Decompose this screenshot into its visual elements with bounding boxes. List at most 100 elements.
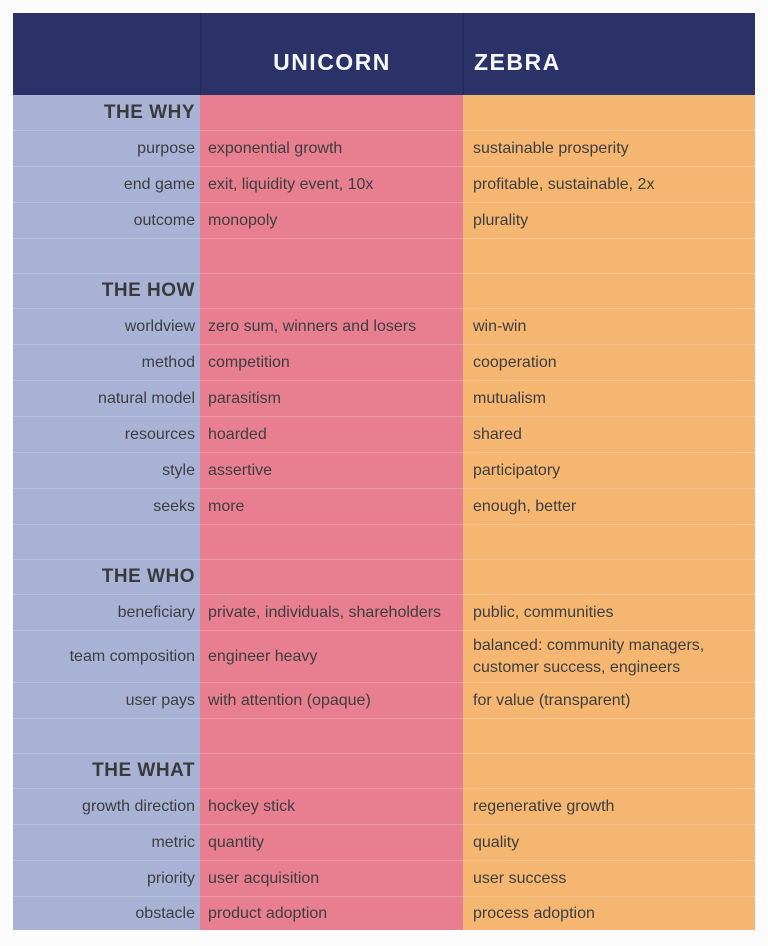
section-row-how: THE HOW [13, 273, 755, 308]
unicorn-value: user acquisition [200, 860, 463, 896]
unicorn-value: competition [200, 344, 463, 380]
table-row: purpose exponential growth sustainable p… [13, 130, 755, 166]
spacer-cell [13, 718, 200, 753]
zebra-value: shared [463, 416, 755, 452]
table-row: style assertive participatory [13, 452, 755, 488]
unicorn-value: hockey stick [200, 788, 463, 824]
section-title-text: THE WHAT [92, 760, 195, 781]
zebra-value: quality [463, 824, 755, 860]
row-label: worldview [13, 308, 200, 344]
zebra-value: enough, better [463, 488, 755, 524]
zebra-cell-empty [463, 273, 755, 308]
table-row: growth direction hockey stick regenerati… [13, 788, 755, 824]
spacer-cell [463, 524, 755, 559]
row-label: growth direction [13, 788, 200, 824]
zebra-value: for value (transparent) [463, 682, 755, 718]
unicorn-value: quantity [200, 824, 463, 860]
table-row: method competition cooperation [13, 344, 755, 380]
unicorn-value: parasitism [200, 380, 463, 416]
row-label: beneficiary [13, 594, 200, 630]
row-label: team composition [13, 630, 200, 682]
zebra-value: sustainable prosperity [463, 130, 755, 166]
comparison-table: UNICORN ZEBRA THE WHY purpose exponentia… [13, 13, 755, 930]
spacer-row [13, 524, 755, 559]
section-row-who: THE WHO [13, 559, 755, 594]
spacer-row [13, 238, 755, 273]
table-row: obstacle product adoption process adopti… [13, 896, 755, 930]
spacer-cell [200, 524, 463, 559]
zebra-column-header: ZEBRA [463, 13, 755, 95]
section-title-text: THE WHO [101, 566, 195, 587]
zebra-value: win-win [463, 308, 755, 344]
table-row: user pays with attention (opaque) for va… [13, 682, 755, 718]
section-title: THE WHAT [13, 753, 200, 788]
unicorn-column-header: UNICORN [200, 13, 463, 95]
unicorn-value: product adoption [200, 896, 463, 930]
row-label: priority [13, 860, 200, 896]
zebra-value: mutualism [463, 380, 755, 416]
zebra-value: cooperation [463, 344, 755, 380]
unicorn-value: hoarded [200, 416, 463, 452]
unicorn-value: with attention (opaque) [200, 682, 463, 718]
section-title-text: THE HOW [101, 280, 195, 301]
spacer-cell [463, 718, 755, 753]
row-label: end game [13, 166, 200, 202]
row-label: method [13, 344, 200, 380]
header-label-spacer [13, 13, 200, 95]
table-row: team composition engineer heavy balanced… [13, 630, 755, 682]
unicorn-cell-empty [200, 753, 463, 788]
table-row: beneficiary private, individuals, shareh… [13, 594, 755, 630]
table-row: resources hoarded shared [13, 416, 755, 452]
zebra-value: profitable, sustainable, 2x [463, 166, 755, 202]
unicorn-value: private, individuals, shareholders [200, 594, 463, 630]
row-label: resources [13, 416, 200, 452]
zebra-cell-empty [463, 559, 755, 594]
table-row: worldview zero sum, winners and losers w… [13, 308, 755, 344]
zebra-value: regenerative growth [463, 788, 755, 824]
unicorn-value: monopoly [200, 202, 463, 238]
unicorn-value: zero sum, winners and losers [200, 308, 463, 344]
spacer-cell [200, 238, 463, 273]
unicorn-value: more [200, 488, 463, 524]
spacer-cell [13, 524, 200, 559]
zebra-value: public, communities [463, 594, 755, 630]
zebra-value: balanced: community managers, customer s… [463, 630, 755, 682]
zebra-value: user success [463, 860, 755, 896]
section-title-text: THE WHY [103, 101, 195, 123]
zebra-value: plurality [463, 202, 755, 238]
row-label: seeks [13, 488, 200, 524]
table-row: end game exit, liquidity event, 10x prof… [13, 166, 755, 202]
spacer-cell [13, 238, 200, 273]
table-row: seeks more enough, better [13, 488, 755, 524]
table-row: priority user acquisition user success [13, 860, 755, 896]
unicorn-column-title: UNICORN [273, 48, 391, 75]
spacer-cell [463, 238, 755, 273]
row-label: user pays [13, 682, 200, 718]
unicorn-value: exponential growth [200, 130, 463, 166]
spacer-cell [200, 718, 463, 753]
section-title: THE WHY [13, 95, 200, 130]
zebra-cell-empty [463, 95, 755, 130]
row-label: purpose [13, 130, 200, 166]
table-row: natural model parasitism mutualism [13, 380, 755, 416]
table-header: UNICORN ZEBRA [13, 13, 755, 95]
spacer-row [13, 718, 755, 753]
table-row: metric quantity quality [13, 824, 755, 860]
row-label: style [13, 452, 200, 488]
zebra-column-title: ZEBRA [474, 48, 561, 75]
unicorn-value: engineer heavy [200, 630, 463, 682]
section-title: THE WHO [13, 559, 200, 594]
unicorn-cell-empty [200, 559, 463, 594]
unicorn-value: exit, liquidity event, 10x [200, 166, 463, 202]
zebra-value: process adoption [463, 896, 755, 930]
row-label: outcome [13, 202, 200, 238]
unicorn-cell-empty [200, 273, 463, 308]
section-title: THE HOW [13, 273, 200, 308]
section-row-why: THE WHY [13, 95, 755, 130]
unicorn-cell-empty [200, 95, 463, 130]
row-label: natural model [13, 380, 200, 416]
unicorn-value: assertive [200, 452, 463, 488]
section-row-what: THE WHAT [13, 753, 755, 788]
zebra-value: participatory [463, 452, 755, 488]
table-row: outcome monopoly plurality [13, 202, 755, 238]
